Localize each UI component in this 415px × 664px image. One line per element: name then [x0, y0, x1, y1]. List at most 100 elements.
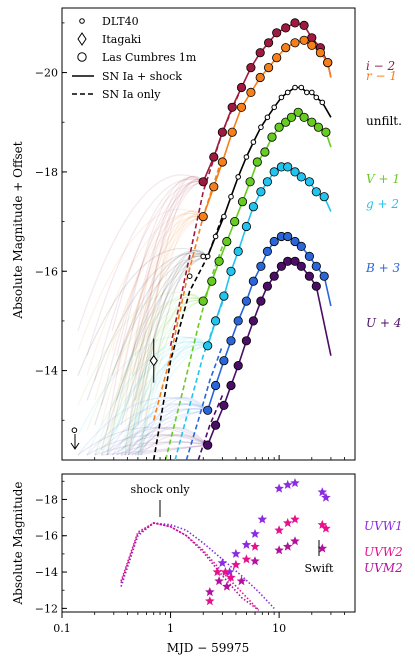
- lc-point-0: [198, 177, 208, 187]
- shock-band-line-6: [86, 434, 208, 456]
- shock-band-line-6: [137, 427, 209, 456]
- shock-band-line-0: [124, 176, 204, 406]
- y-tick-label: −12: [35, 602, 58, 615]
- top-panel: −20 −18 −16 −14 Absolute Magnitude + Offset…: [11, 7, 402, 461]
- shock-band-line-5: [86, 403, 208, 456]
- lc-point-6: [296, 261, 306, 271]
- upper-limit-arrow: [70, 434, 80, 450]
- lc-point-0: [246, 62, 256, 73]
- shock-band-line-3: [100, 300, 204, 456]
- shock-band-line-6: [140, 434, 209, 456]
- dlt40-point: [258, 124, 264, 130]
- swift-point-1: [205, 596, 215, 606]
- dlt40-point: [278, 94, 285, 101]
- y-tick-label: −16: [35, 530, 58, 543]
- lc-point-5: [290, 236, 300, 247]
- band-label-u: U + 4: [366, 316, 401, 330]
- lc-point-4: [256, 187, 266, 197]
- lc-point-6: [233, 360, 243, 371]
- shock-band-line-1: [111, 212, 204, 351]
- lc-point-6: [211, 420, 221, 430]
- dlt40-point: [292, 84, 298, 91]
- shock-band-line-1: [124, 210, 204, 426]
- shock-band-line-0: [120, 181, 204, 381]
- shock-band-line-3: [137, 293, 204, 456]
- shock-band-line-5: [77, 397, 209, 456]
- lc-point-0: [227, 102, 237, 112]
- lc-point-6: [304, 271, 314, 281]
- shock-band-line-6: [106, 426, 209, 456]
- dlt40-early-point: [200, 253, 206, 260]
- dlt40-point: [221, 213, 227, 220]
- shock-band-line-2: [124, 250, 209, 451]
- lc-point-3: [286, 112, 297, 122]
- lc-point-3: [214, 256, 224, 266]
- shock-band-line-2: [106, 250, 209, 456]
- swift-point-1: [220, 567, 231, 577]
- shock-band-line-4: [94, 344, 208, 456]
- y-tick-label: −20: [35, 67, 58, 80]
- shock-band-line-0: [137, 175, 204, 381]
- lc-point-5: [296, 241, 306, 251]
- lc-point-3: [222, 236, 232, 247]
- shock-model-curves: [120, 522, 275, 611]
- swift-point-1: [231, 559, 241, 569]
- shock-band-line-5: [131, 408, 208, 456]
- lc-point-0: [236, 82, 247, 93]
- y-tick-label: −14: [35, 566, 58, 579]
- shock-band-line-3: [120, 300, 204, 456]
- lc-point-5: [233, 316, 243, 326]
- model-bands: [77, 174, 209, 456]
- lc-point-4: [262, 177, 272, 187]
- lc-point-3: [252, 157, 262, 167]
- shock-band-line-2: [77, 247, 209, 376]
- shock-band-line-5: [100, 409, 208, 456]
- shock-band-line-3: [106, 293, 204, 456]
- lc-point-4: [283, 162, 293, 172]
- solid-models: [202, 22, 332, 446]
- shock-band-line-4: [77, 335, 209, 436]
- lc-point-3: [274, 122, 284, 132]
- legend-label-itagaki: Itagaki: [102, 33, 142, 46]
- band-label-b: B + 3: [365, 261, 401, 275]
- dlt40-point: [319, 99, 326, 106]
- lc-point-5: [262, 246, 272, 256]
- lc-point-6: [311, 281, 321, 291]
- dashed-model-1: [152, 156, 224, 421]
- lc-point-5: [203, 405, 213, 415]
- swift-point-1: [321, 523, 331, 533]
- swift-point-1: [226, 572, 236, 582]
- shock-band-line-5: [124, 397, 209, 456]
- lc-point-6: [269, 271, 279, 281]
- lc-point-0: [290, 18, 300, 28]
- lc-point-5: [248, 276, 258, 286]
- lc-point-1: [272, 53, 282, 63]
- swift-point-0: [241, 539, 252, 549]
- lc-point-5: [241, 296, 251, 306]
- x-axis-label: MJD − 59975: [167, 641, 250, 655]
- lc-point-4: [203, 341, 213, 351]
- x-tick-label: 10: [272, 622, 286, 635]
- lc-point-3: [313, 122, 323, 132]
- lc-point-0: [217, 127, 227, 137]
- shock-band-line-6: [116, 441, 208, 456]
- shock-band-line-1: [116, 215, 204, 376]
- shock-band-line-1: [77, 208, 204, 351]
- shock-band-line-0: [131, 180, 204, 332]
- top-y-axis-label: Absolute Magnitude + Offset: [11, 141, 25, 319]
- lc-point-3: [293, 107, 303, 117]
- dlt40-point: [313, 94, 320, 101]
- dlt40-point: [309, 89, 315, 96]
- y-ticks: −20 −18 −16 −14: [35, 22, 67, 421]
- swift-point-0: [257, 514, 268, 524]
- swift-point-0: [217, 558, 228, 567]
- lc-point-1: [198, 212, 208, 222]
- shock-only-model-2: [120, 522, 260, 611]
- dlt40-point: [298, 84, 305, 91]
- lc-point-4: [319, 192, 329, 202]
- shock-band-line-5: [111, 403, 208, 456]
- swift-point-2: [317, 543, 328, 553]
- lc-point-3: [245, 177, 255, 187]
- lc-point-4: [269, 167, 279, 177]
- lc-point-4: [248, 202, 258, 212]
